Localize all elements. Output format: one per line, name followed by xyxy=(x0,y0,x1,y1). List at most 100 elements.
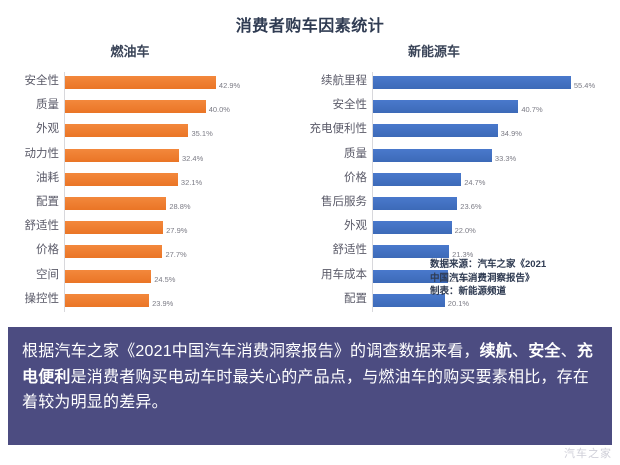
bar xyxy=(373,293,445,307)
y-axis-line-nev xyxy=(372,72,373,312)
chart-subtitle-fuel: 燃油车 xyxy=(110,44,150,59)
bar-rows-fuel: 安全性 42.9% 质量 40.0% 外观 35.1% 动力性 32.4% 油耗 32.1% 配置 2… xyxy=(0,72,300,314)
bar xyxy=(65,269,152,283)
plot-area-fuel: 安全性 42.9% 质量 40.0% 外观 35.1% 动力性 32.4% 油耗 32.1% 配置 2… xyxy=(0,72,300,314)
bar xyxy=(65,196,167,210)
bar-track: 22.0% xyxy=(373,221,620,235)
bar-track: 21.3% xyxy=(373,245,620,260)
bar-track: 23.6% xyxy=(373,196,620,211)
summary-keyword-safety: 安全 xyxy=(528,343,561,360)
category-label: 质量 xyxy=(36,99,59,112)
summary-separator-1: 、 xyxy=(512,343,529,360)
bar-row: 外观 22.0% xyxy=(300,217,620,241)
bar-track: 33.3% xyxy=(373,148,620,163)
category-label: 舒适性 xyxy=(24,220,60,233)
bar-value-label: 21.0% xyxy=(451,274,473,284)
bar-track: 20.1% xyxy=(373,293,620,308)
bar-value-label: 28.8% xyxy=(169,201,191,211)
bar-value-label: 35.1% xyxy=(191,129,213,139)
bar-value-label: 24.5% xyxy=(154,274,176,284)
bar-value-label: 42.9% xyxy=(218,81,241,90)
bar xyxy=(373,245,450,259)
summary-keyword-charging: 充电便利 xyxy=(22,343,594,386)
bar xyxy=(373,148,492,162)
bar-row: 续航里程 55.4% xyxy=(300,72,620,96)
bar-track: 40.0% xyxy=(65,100,300,115)
page-title: 消费者购车因素统计 xyxy=(235,18,385,35)
bar-row: 安全性 42.9% xyxy=(0,72,300,96)
watermark: 汽车之家 xyxy=(564,448,612,460)
bar-value-label: 40.7% xyxy=(521,105,543,115)
bar-value-label: 32.1% xyxy=(180,177,203,187)
bar xyxy=(373,124,498,138)
summary-keyword-range: 续航 xyxy=(479,343,513,360)
bar-value-label: 21.3% xyxy=(452,250,474,260)
bar xyxy=(373,172,462,186)
bar-track: 24.5% xyxy=(65,269,300,284)
bar-track: 34.9% xyxy=(373,124,620,138)
summary-text: 根据汽车之家《2021中国汽车消费洞察报告》的调查数据来看，续航、安全、充电便利… xyxy=(22,339,598,416)
category-label: 充电便利性 xyxy=(309,123,368,136)
category-label: 外观 xyxy=(36,123,59,136)
category-label: 安全性 xyxy=(24,75,60,87)
bar-track: 23.9% xyxy=(65,293,300,308)
bar-row: 配置 28.8% xyxy=(0,193,300,217)
bar-track: 27.9% xyxy=(65,221,300,236)
y-axis-line-fuel xyxy=(64,72,65,312)
summary-part-1: 根据汽车之家《2021中国汽车消费洞察报告》的调查数据来看， xyxy=(22,343,480,360)
bar xyxy=(65,293,150,307)
category-label: 舒适性 xyxy=(332,244,368,257)
category-label: 配置 xyxy=(344,292,367,305)
bar-row: 油耗 32.1% xyxy=(0,169,300,193)
bar-value-label: 40.0% xyxy=(208,105,230,115)
bar-row: 充电便利性 34.9% xyxy=(300,120,620,144)
bar-row: 操控性 23.9% xyxy=(0,290,300,314)
bar-track: 40.7% xyxy=(373,100,620,115)
bar-track: 32.4% xyxy=(65,148,300,163)
bar-row: 质量 40.0% xyxy=(0,96,300,120)
source-note-line-1: 数据来源：汽车之家《2021 xyxy=(430,259,547,270)
category-label: 价格 xyxy=(36,244,59,257)
bar-row: 价格 24.7% xyxy=(300,169,620,193)
bar xyxy=(373,196,458,210)
bar-value-label: 32.4% xyxy=(181,153,204,163)
bar-value-label: 23.9% xyxy=(152,298,174,308)
chart-subtitle-nev: 新能源车 xyxy=(407,44,460,59)
bar xyxy=(65,148,179,162)
bar xyxy=(65,124,189,138)
summary-separator-2: 、 xyxy=(560,343,577,360)
bar-row: 售后服务 23.6% xyxy=(300,193,620,217)
bar-value-label: 20.1% xyxy=(447,298,470,308)
plot-area-nev: 续航里程 55.4% 安全性 40.7% 充电便利性 34.9% 质量 33.3% 价格 24.7… xyxy=(300,72,620,314)
bar-track: 24.7% xyxy=(373,172,620,187)
category-label: 安全性 xyxy=(332,99,368,112)
bar-row: 配置 20.1% xyxy=(300,290,620,314)
category-label: 操控性 xyxy=(24,292,60,305)
category-label: 质量 xyxy=(344,147,367,160)
category-label: 用车成本 xyxy=(321,268,367,281)
bar xyxy=(65,100,206,114)
bar xyxy=(65,76,216,89)
bar xyxy=(373,100,519,114)
bar-value-label: 23.6% xyxy=(460,201,482,211)
bar-row: 空间 24.5% xyxy=(0,266,300,290)
category-label: 空间 xyxy=(36,268,59,281)
category-label: 售后服务 xyxy=(321,195,367,208)
bar xyxy=(373,221,452,235)
bar-value-label: 55.4% xyxy=(573,81,596,90)
bar-row: 舒适性 27.9% xyxy=(0,217,300,241)
source-note: 数据来源：汽车之家《2021 中国汽车消费洞察报告》 制表：新能源频道 xyxy=(430,258,618,299)
bar-rows-nev: 续航里程 55.4% 安全性 40.7% 充电便利性 34.9% 质量 33.3% 价格 24.7… xyxy=(300,72,620,314)
source-note-line-2: 中国汽车消费洞察报告》 xyxy=(430,272,535,284)
category-label: 油耗 xyxy=(36,171,59,184)
category-label: 价格 xyxy=(344,171,367,184)
category-label: 外观 xyxy=(344,220,367,233)
bar-value-label: 27.9% xyxy=(166,226,188,236)
bar xyxy=(65,172,178,186)
bar-track: 32.1% xyxy=(65,172,300,187)
summary-part-2: 是消费者购买电动车时最关心的产品点，与燃油车的购买要素相比，存在着较为明显的差异… xyxy=(22,368,590,412)
bar xyxy=(373,76,571,89)
bar-row: 价格 27.7% xyxy=(0,241,300,265)
bar-row: 舒适性 21.3% xyxy=(300,241,620,265)
bar-row: 用车成本 21.0% xyxy=(300,266,620,290)
